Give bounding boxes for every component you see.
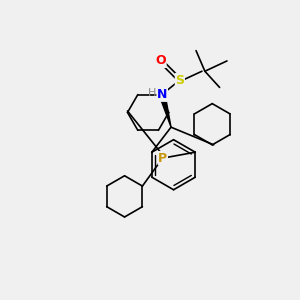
Text: O: O xyxy=(155,54,166,68)
Polygon shape xyxy=(159,94,171,127)
Text: P: P xyxy=(158,152,167,165)
Text: H: H xyxy=(148,88,156,98)
Text: N: N xyxy=(157,88,167,101)
Text: S: S xyxy=(176,74,184,87)
